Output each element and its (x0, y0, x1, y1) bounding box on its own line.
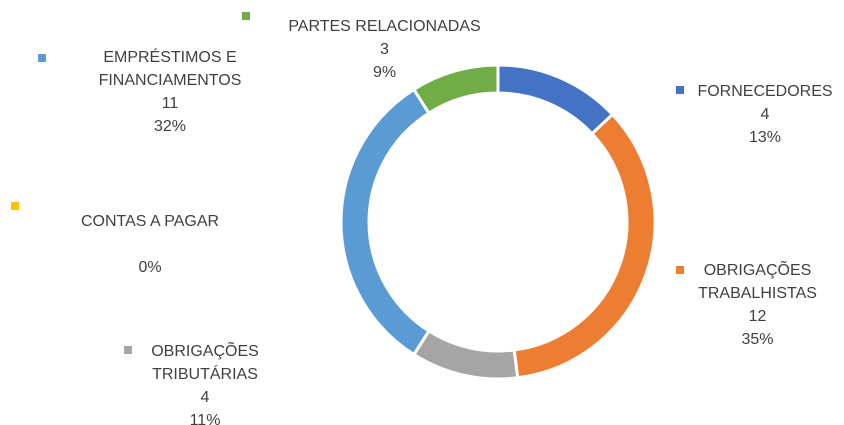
count-label (50, 233, 250, 256)
percent-label: 35% (741, 331, 774, 348)
percent-label: 11% (189, 412, 221, 425)
percent-label: 9% (372, 64, 397, 81)
category-name: PARTES RELACIONADAS (288, 18, 481, 35)
data-label: PARTES RELACIONADAS 3 9% (262, 15, 507, 84)
data-label: OBRIGAÇÕES TRABALHISTAS 12 35% (680, 259, 835, 351)
category-name: OBRIGAÇÕES TRIBUTÁRIAS (151, 343, 259, 383)
count-label: 11 (161, 95, 179, 112)
donut-segment (339, 87, 431, 357)
donut-segment (411, 63, 500, 116)
category-name: CONTAS A PAGAR (80, 213, 220, 230)
data-label: OBRIGAÇÕES TRIBUTÁRIAS 4 11% (130, 340, 280, 425)
data-label: EMPRÉSTIMOS E FINANCIAMENTOS 11 32% (70, 46, 270, 138)
legend-marker (676, 86, 684, 94)
category-name: OBRIGAÇÕES TRABALHISTAS (698, 262, 817, 302)
legend-marker (11, 202, 19, 210)
legend-marker (124, 346, 132, 354)
percent-label: 13% (748, 129, 782, 146)
count-label: 4 (760, 106, 770, 123)
count-label: 4 (200, 389, 210, 406)
data-label: FORNECEDORES 4 13% (680, 80, 844, 149)
legend-marker (242, 12, 250, 20)
category-name: EMPRÉSTIMOS E FINANCIAMENTOS (98, 49, 242, 89)
donut-segment (496, 63, 615, 136)
count-label: 12 (748, 308, 767, 325)
percent-label: 32% (153, 118, 187, 135)
count-label: 3 (380, 41, 389, 58)
donut-segment (411, 328, 520, 381)
legend-marker (38, 54, 46, 62)
legend-marker (676, 266, 684, 274)
category-name: FORNECEDORES (697, 83, 833, 100)
data-label: CONTAS A PAGAR 0% (50, 210, 250, 279)
percent-label: 0% (138, 259, 162, 276)
donut-segment (512, 112, 657, 380)
